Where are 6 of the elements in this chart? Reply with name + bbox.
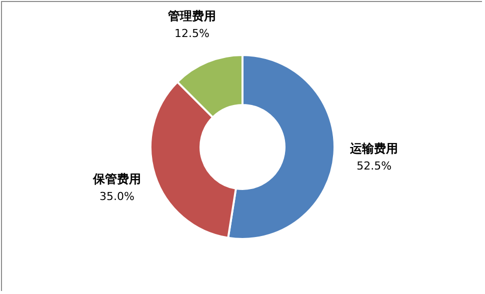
- data-label: 12.5%: [174, 27, 210, 40]
- data-label: 52.5%: [356, 159, 392, 172]
- slice-label: 管理费用: [166, 9, 216, 24]
- data-label: 35.0%: [99, 190, 134, 203]
- slice-label: 保管费用: [92, 172, 141, 186]
- slice-label: 运输费用: [349, 141, 398, 156]
